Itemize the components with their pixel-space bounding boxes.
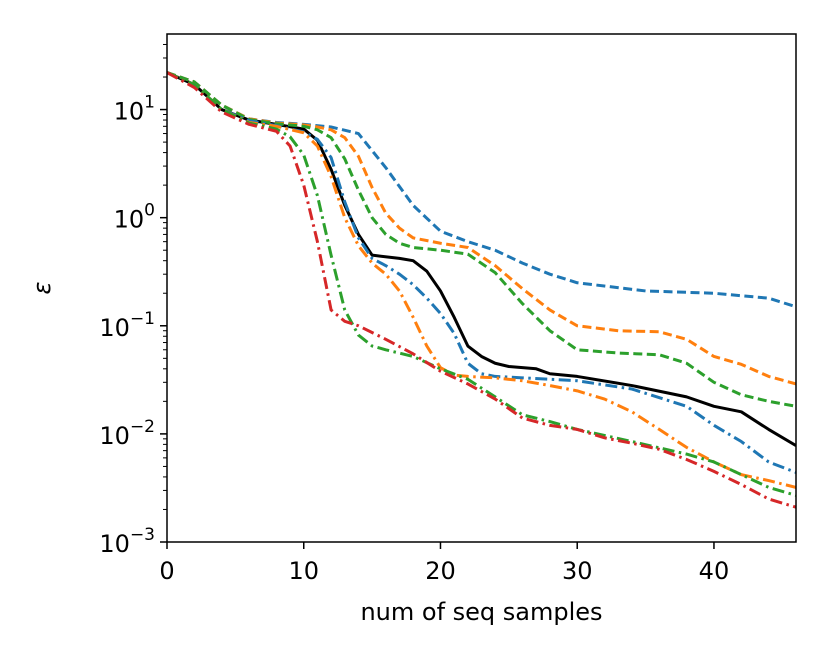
x-axis: 0 10 20 30 40 bbox=[159, 542, 729, 585]
y-axis-label: ε bbox=[28, 281, 56, 294]
plot-frame bbox=[166, 33, 797, 543]
series-line-8 bbox=[167, 71, 796, 509]
x-tick-label: 10 bbox=[288, 557, 319, 585]
x-axis-label: num of seq samples bbox=[360, 598, 602, 626]
series-line-7 bbox=[167, 71, 796, 497]
series-line-1 bbox=[167, 71, 796, 447]
x-tick-label: 40 bbox=[699, 557, 730, 585]
series-line-6 bbox=[167, 71, 796, 489]
series-line-4 bbox=[167, 71, 796, 408]
series-line-3 bbox=[167, 71, 796, 386]
x-tick-label: 20 bbox=[425, 557, 456, 585]
x-tick-label: 30 bbox=[562, 557, 593, 585]
x-tick-label: 0 bbox=[159, 557, 174, 585]
series-layer bbox=[167, 71, 796, 509]
y-tick-label: 10−1 bbox=[99, 309, 155, 342]
